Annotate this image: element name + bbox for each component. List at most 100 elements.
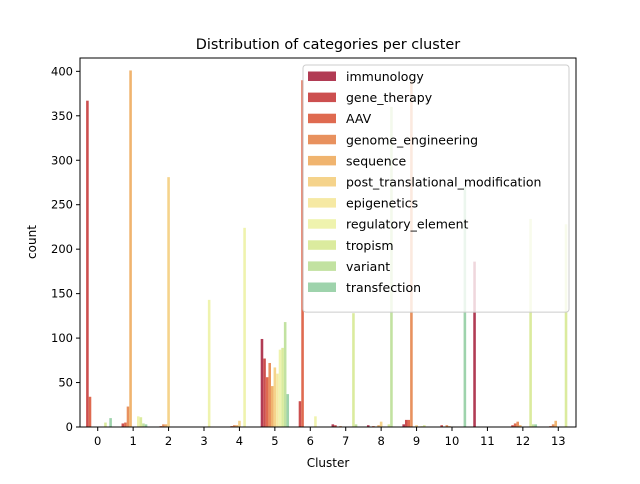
- bar-tropism-cluster-5: [281, 347, 284, 427]
- bar-tropism-cluster-8: [387, 424, 391, 427]
- x-tick-label: 4: [236, 434, 243, 448]
- x-tick-label: 13: [551, 434, 566, 448]
- bar-sequence-cluster-1: [129, 70, 132, 427]
- bar-regulatory-element-cluster-6: [314, 416, 317, 427]
- bar-AAV-cluster-5: [265, 377, 269, 427]
- bar-tropism-cluster-12: [529, 218, 532, 427]
- bar-post-translational-modification-cluster-2: [167, 177, 170, 427]
- legend-swatch: [308, 282, 336, 292]
- x-tick-label: 9: [413, 434, 420, 448]
- bar-sequence-cluster-2: [164, 424, 168, 427]
- y-tick-label: 350: [51, 109, 73, 123]
- bar-tropism-cluster-7: [352, 313, 355, 427]
- bar-tropism-cluster-0: [104, 422, 107, 427]
- bar-gene-therapy-cluster-0: [86, 100, 89, 428]
- legend-label: immunology: [346, 69, 424, 84]
- bar-genome-engineering-cluster-10: [445, 425, 449, 427]
- legend-label: sequence: [346, 153, 407, 168]
- x-tick-label: 11: [480, 434, 495, 448]
- bar-tropism-cluster-1: [139, 417, 143, 427]
- bar-sequence-cluster-8: [377, 425, 380, 427]
- bar-epigenetics-cluster-5: [276, 373, 279, 427]
- bar-tropism-cluster-13: [564, 224, 568, 427]
- bar-immunology-cluster-5: [260, 338, 264, 427]
- x-tick-label: 12: [516, 434, 531, 448]
- legend-label: AAV: [346, 111, 372, 126]
- legend-swatch: [308, 261, 336, 271]
- bar-immunology-cluster-11: [473, 261, 476, 427]
- x-tick-label: 8: [377, 434, 384, 448]
- bar-gene-therapy-cluster-1: [121, 423, 125, 427]
- legend-swatch: [308, 113, 336, 124]
- bar-post-translational-modification-cluster-9: [415, 425, 418, 427]
- bar-sequence-cluster-13: [554, 420, 557, 427]
- x-axis: 0 1 2 3 4 5 6 7 8 9 10 11 12 13: [94, 427, 566, 448]
- bar-immunology-cluster-8: [366, 425, 370, 427]
- bar-transfection-cluster-5: [286, 394, 290, 427]
- bar-genome-engineering-cluster-12: [516, 421, 519, 427]
- bar-transfection-cluster-1: [144, 424, 148, 427]
- legend-label: regulatory_element: [346, 217, 469, 232]
- bar-gene-therapy-cluster-10: [440, 425, 443, 427]
- y-tick-label: 50: [58, 376, 73, 390]
- y-tick-label: 300: [51, 153, 73, 167]
- bar-genome-engineering-cluster-2: [162, 424, 165, 427]
- x-tick-label: 6: [307, 434, 314, 448]
- bar-sequence-cluster-4: [235, 425, 239, 427]
- bar-variant-cluster-12: [531, 424, 535, 427]
- legend: immunology gene_therapy AAV genome_engineer…: [302, 64, 570, 313]
- x-tick-label: 2: [165, 434, 172, 448]
- bar-gene-therapy-cluster-12: [511, 425, 514, 427]
- bar-genome-engineering-cluster-1: [126, 406, 130, 427]
- bar-transfection-cluster-0: [109, 418, 112, 427]
- legend-swatch: [308, 219, 336, 229]
- bar-tropism-cluster-9: [423, 425, 426, 427]
- plot-frame: [79, 57, 577, 428]
- legend-swatch: [308, 155, 336, 166]
- bar-post-translational-modification-cluster-8: [379, 421, 383, 427]
- legend-swatch: [308, 92, 336, 103]
- y-tick-label: 100: [51, 331, 73, 345]
- bar-regulatory-element-cluster-1: [137, 416, 140, 427]
- legend-label: post_translational_modification: [346, 175, 541, 190]
- bar-variant-cluster-7: [354, 424, 358, 427]
- legend-swatch: [308, 134, 336, 145]
- bar-gene-therapy-cluster-9: [404, 419, 408, 427]
- bar-genome-engineering-cluster-4: [232, 425, 236, 427]
- bar-post-translational-modification-cluster-5: [273, 367, 277, 427]
- bar-variant-cluster-1: [142, 423, 145, 427]
- bar-gene-therapy-cluster-7: [334, 425, 337, 427]
- y-tick-label: 0: [66, 420, 73, 434]
- bar-regulatory-element-cluster-5: [278, 349, 282, 427]
- legend-label: transfection: [346, 280, 421, 295]
- legend-label: genome_engineering: [346, 132, 478, 147]
- y-axis: 0 50 100 150 200 250 300 350 400: [51, 64, 80, 434]
- bar-transfection-cluster-12: [534, 424, 538, 427]
- y-tick-label: 150: [51, 287, 73, 301]
- x-tick-label: 3: [200, 434, 207, 448]
- x-tick-label: 5: [271, 434, 278, 448]
- bar-AAV-cluster-12: [513, 423, 517, 427]
- bar-regulatory-element-cluster-4: [243, 227, 246, 427]
- x-tick-label: 10: [445, 434, 460, 448]
- bar-immunology-cluster-7: [331, 424, 335, 427]
- legend-label: tropism: [346, 238, 394, 253]
- x-axis-label: Cluster: [307, 456, 350, 470]
- bar-post-translational-modification-cluster-4: [238, 420, 241, 427]
- legend-label: gene_therapy: [346, 90, 433, 105]
- bar-gene-therapy-cluster-6: [298, 401, 302, 427]
- x-tick-label: 7: [342, 434, 349, 448]
- legend-swatch: [308, 177, 336, 187]
- legend-swatch: [308, 198, 336, 208]
- bar-immunology-cluster-9: [402, 424, 405, 427]
- chart-title: Distribution of categories per cluster: [196, 37, 460, 53]
- y-tick-label: 200: [51, 242, 73, 256]
- bar-genome-engineering-cluster-5: [268, 362, 271, 427]
- legend-swatch: [308, 71, 336, 81]
- legend-box: [302, 64, 570, 313]
- y-tick-label: 400: [51, 64, 73, 78]
- bar-sequence-cluster-12: [518, 425, 522, 427]
- x-tick-label: 0: [94, 434, 101, 448]
- legend-label: variant: [346, 259, 390, 274]
